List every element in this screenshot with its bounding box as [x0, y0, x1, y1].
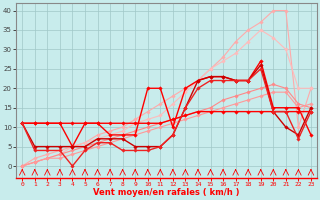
- X-axis label: Vent moyen/en rafales ( km/h ): Vent moyen/en rafales ( km/h ): [93, 188, 240, 197]
